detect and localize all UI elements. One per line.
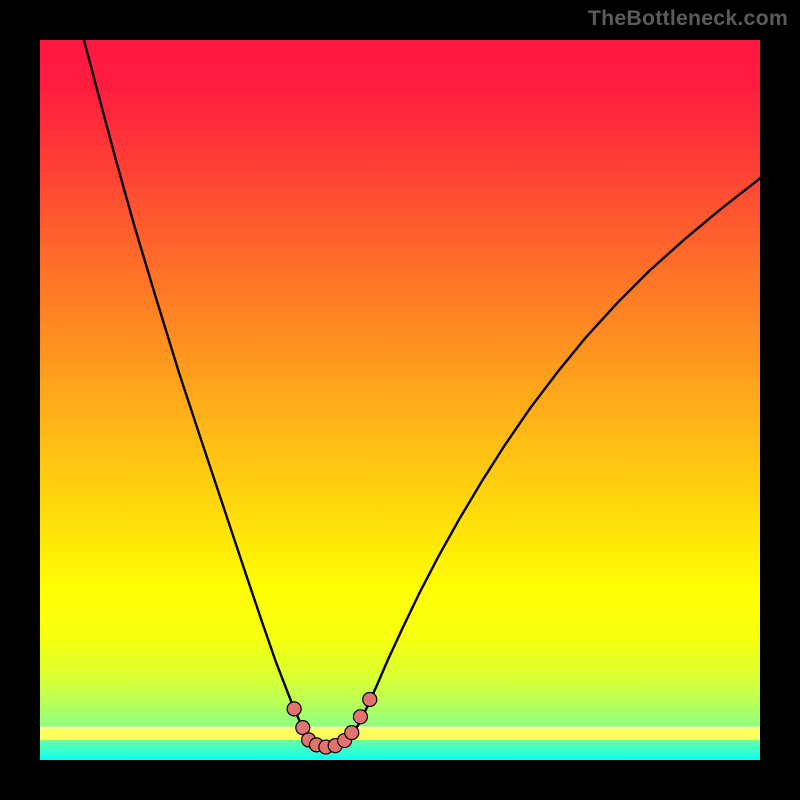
trough-marker (363, 693, 377, 707)
trough-marker (287, 702, 301, 716)
watermark-text: TheBottleneck.com (588, 6, 788, 31)
yellow-band (40, 728, 760, 740)
trough-marker (353, 710, 367, 724)
gradient-background (40, 40, 760, 760)
trough-marker (345, 726, 359, 740)
bottleneck-chart (40, 40, 760, 760)
chart-frame: TheBottleneck.com (0, 0, 800, 800)
plot-area (40, 40, 760, 760)
